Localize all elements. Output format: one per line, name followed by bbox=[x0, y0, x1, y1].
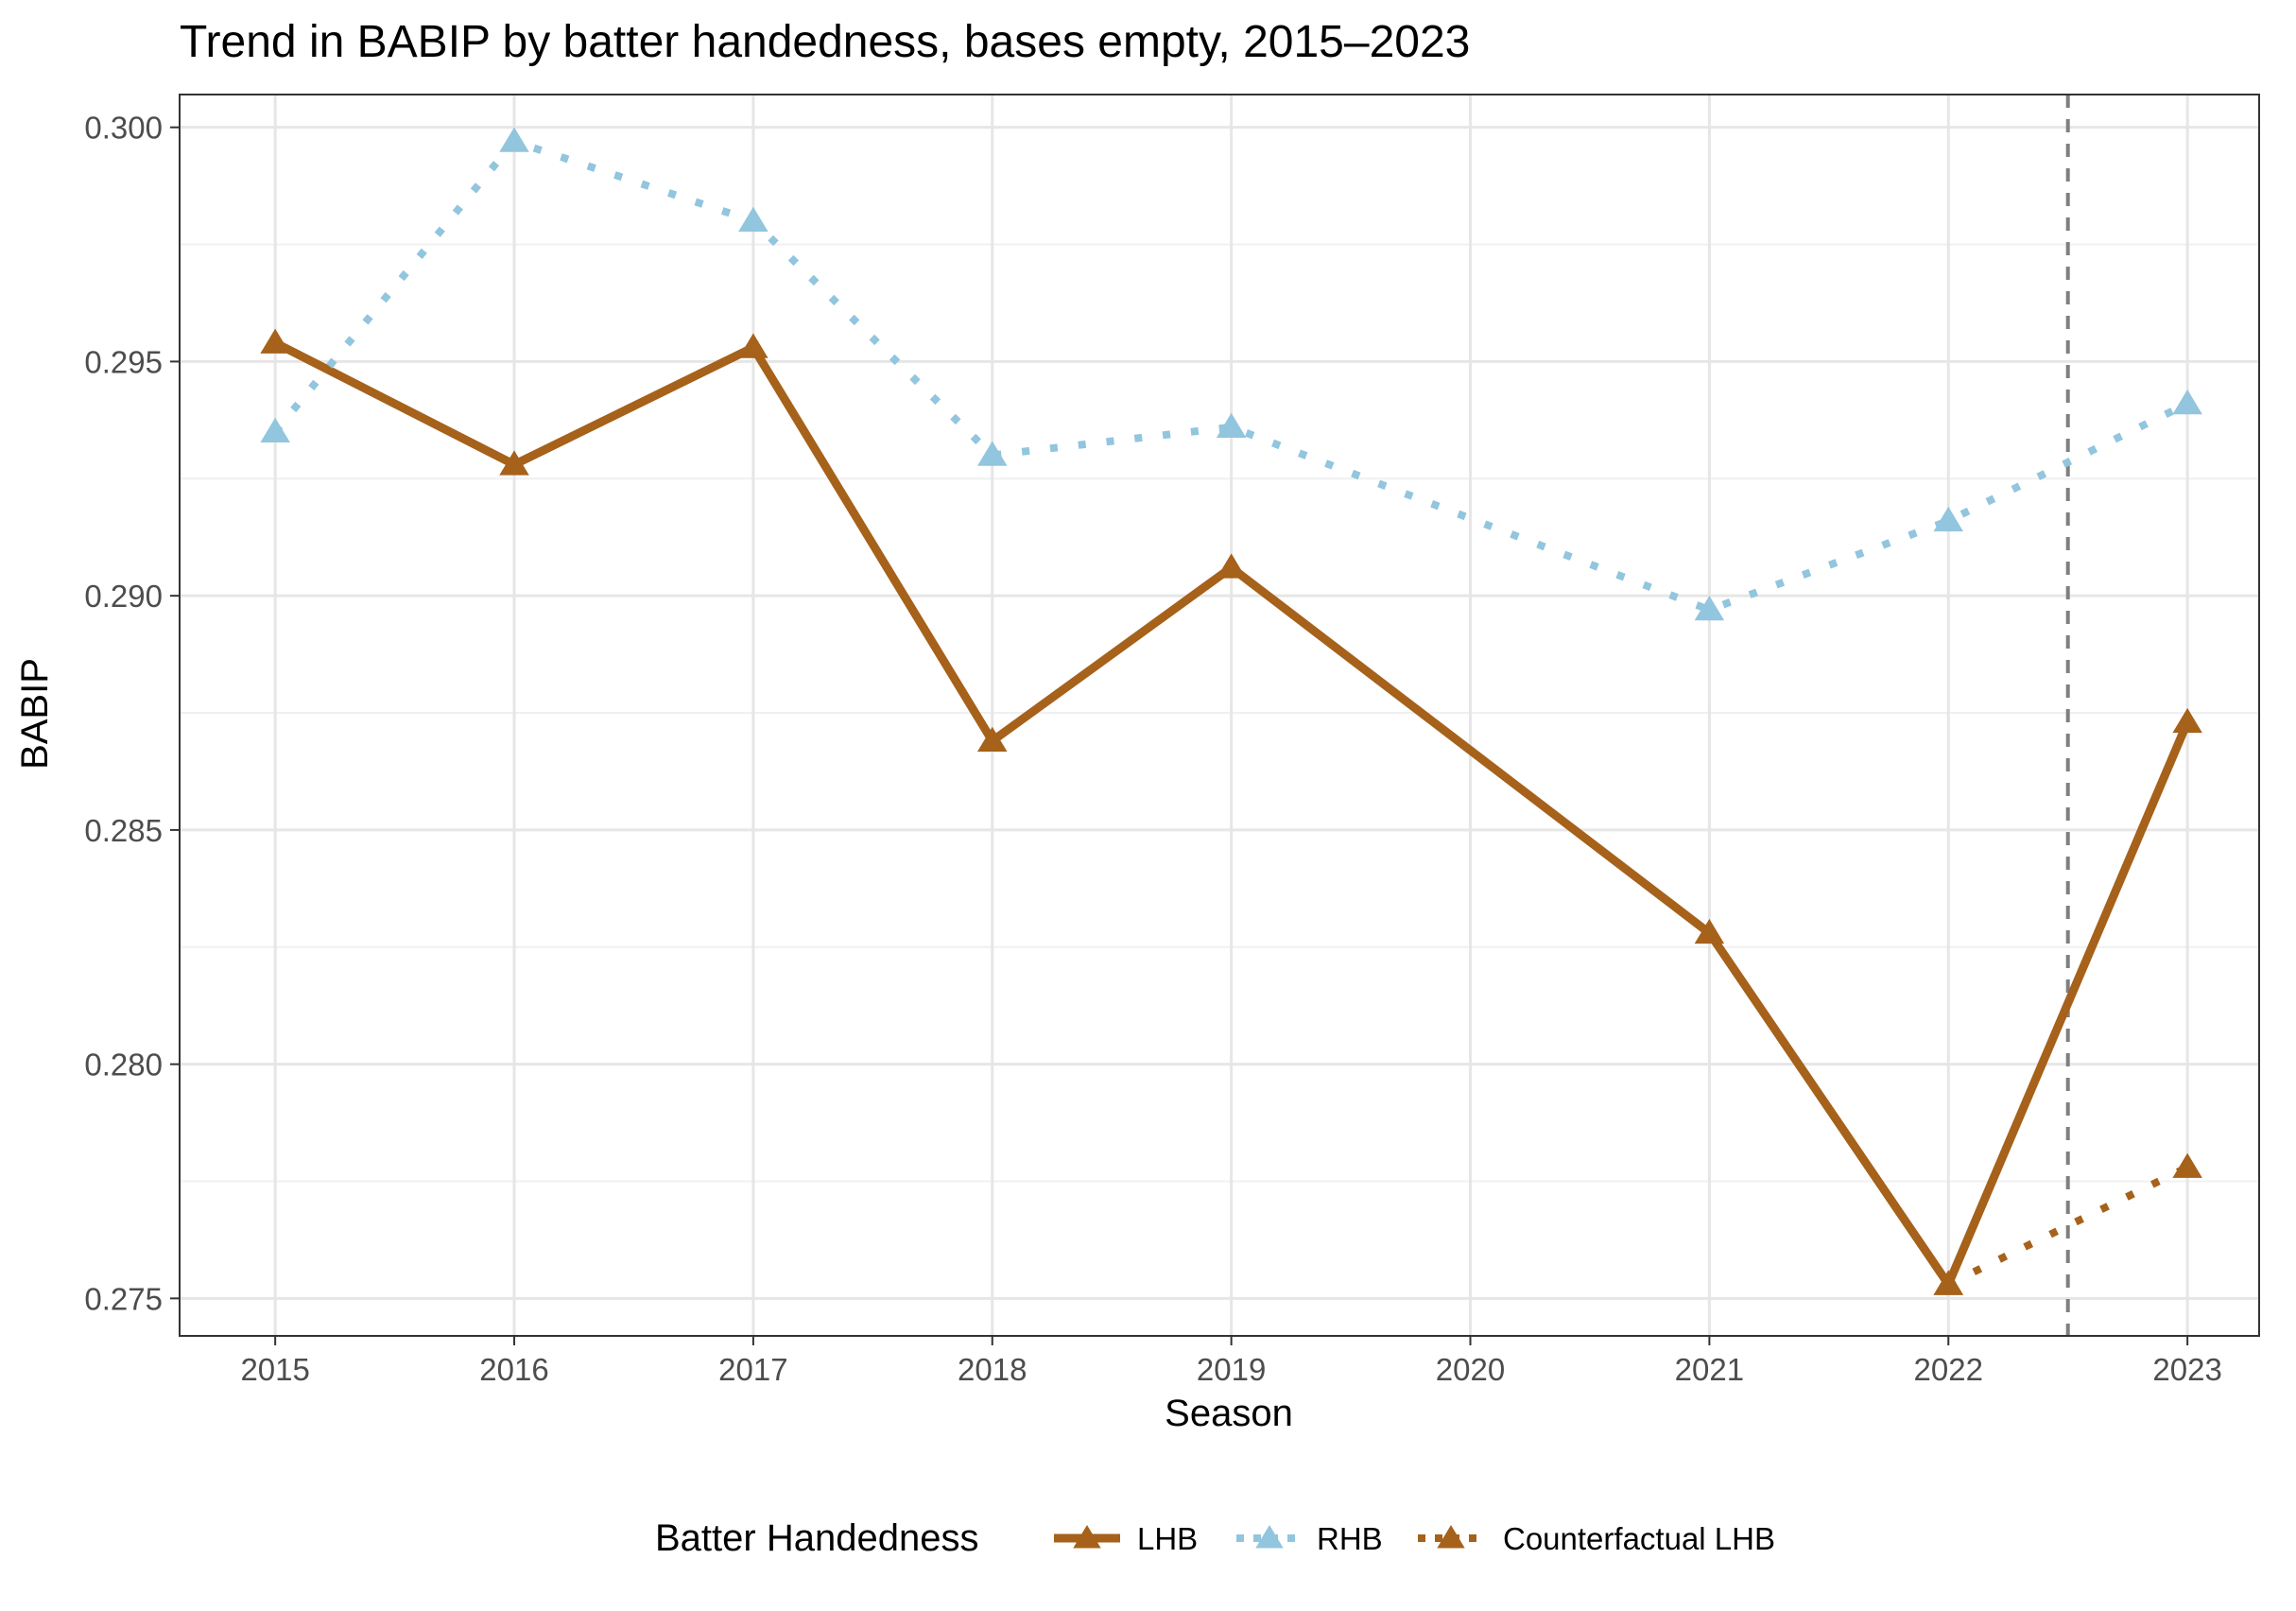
y-tick-label: 0.285 bbox=[84, 813, 163, 848]
legend-key-marker bbox=[1437, 1525, 1465, 1549]
series-point bbox=[2172, 707, 2202, 734]
series-line bbox=[273, 338, 2192, 1289]
y-tick-label: 0.295 bbox=[84, 344, 163, 379]
series-point bbox=[1694, 596, 1725, 621]
series-point bbox=[499, 450, 529, 476]
x-axis-ticks: 2015 2016 2017 2018 2019 2020 2021 2022 2023 bbox=[240, 1336, 2222, 1387]
legend-label: Counterfactual LHB bbox=[1503, 1521, 1775, 1556]
x-tick-label: 2016 bbox=[479, 1352, 548, 1387]
x-tick-label: 2015 bbox=[240, 1352, 309, 1387]
series-point bbox=[1933, 1270, 1964, 1295]
series-point bbox=[977, 441, 1008, 466]
y-tick-label: 0.275 bbox=[84, 1281, 163, 1316]
series-point bbox=[499, 127, 529, 152]
series-point bbox=[738, 206, 768, 233]
chart-title: Trend in BABIP by batter handedness, bas… bbox=[180, 17, 1470, 67]
series-point bbox=[260, 328, 290, 354]
x-axis-title: Season bbox=[1165, 1393, 1293, 1434]
series-point bbox=[738, 333, 768, 358]
series-point bbox=[977, 726, 1008, 753]
x-tick-label: 2019 bbox=[1197, 1352, 1266, 1387]
series-point bbox=[1933, 506, 1964, 532]
x-tick-label: 2018 bbox=[958, 1352, 1027, 1387]
x-tick-label: 2022 bbox=[1914, 1352, 1983, 1387]
x-tick-label: 2023 bbox=[2152, 1352, 2221, 1387]
y-tick-label: 0.300 bbox=[84, 111, 163, 146]
legend-label: RHB bbox=[1317, 1521, 1383, 1556]
grid-lines bbox=[180, 95, 2259, 1336]
legend-title: Batter Handedness bbox=[655, 1517, 978, 1559]
x-tick-label: 2020 bbox=[1436, 1352, 1505, 1387]
series-point bbox=[2172, 390, 2202, 415]
series-lines bbox=[272, 137, 2192, 1289]
y-tick-label: 0.280 bbox=[84, 1048, 163, 1083]
series-line bbox=[272, 137, 2189, 615]
legend-key-marker bbox=[1073, 1525, 1101, 1549]
series-markers bbox=[260, 127, 2202, 1295]
y-axis-title: BABIP bbox=[14, 658, 56, 770]
legend-label: LHB bbox=[1137, 1521, 1198, 1556]
plot-panel-border bbox=[179, 94, 2260, 1337]
series-point bbox=[1694, 918, 1725, 944]
legend-entries: LHB RHB Counterfactual LHB bbox=[1054, 1521, 1775, 1556]
series-point bbox=[260, 417, 290, 442]
legend-key-marker bbox=[1255, 1525, 1284, 1549]
legend: Batter Handedness LHB RHB Counterfactual L… bbox=[655, 1517, 1775, 1559]
series-point bbox=[1216, 553, 1247, 579]
series-point bbox=[1216, 412, 1247, 439]
x-tick-label: 2017 bbox=[718, 1352, 787, 1387]
series-point bbox=[2172, 1152, 2202, 1178]
y-axis-ticks: 0.275 0.280 0.285 0.290 0.295 0.300 bbox=[84, 111, 180, 1316]
y-tick-label: 0.290 bbox=[84, 579, 163, 614]
x-tick-label: 2021 bbox=[1675, 1352, 1744, 1387]
